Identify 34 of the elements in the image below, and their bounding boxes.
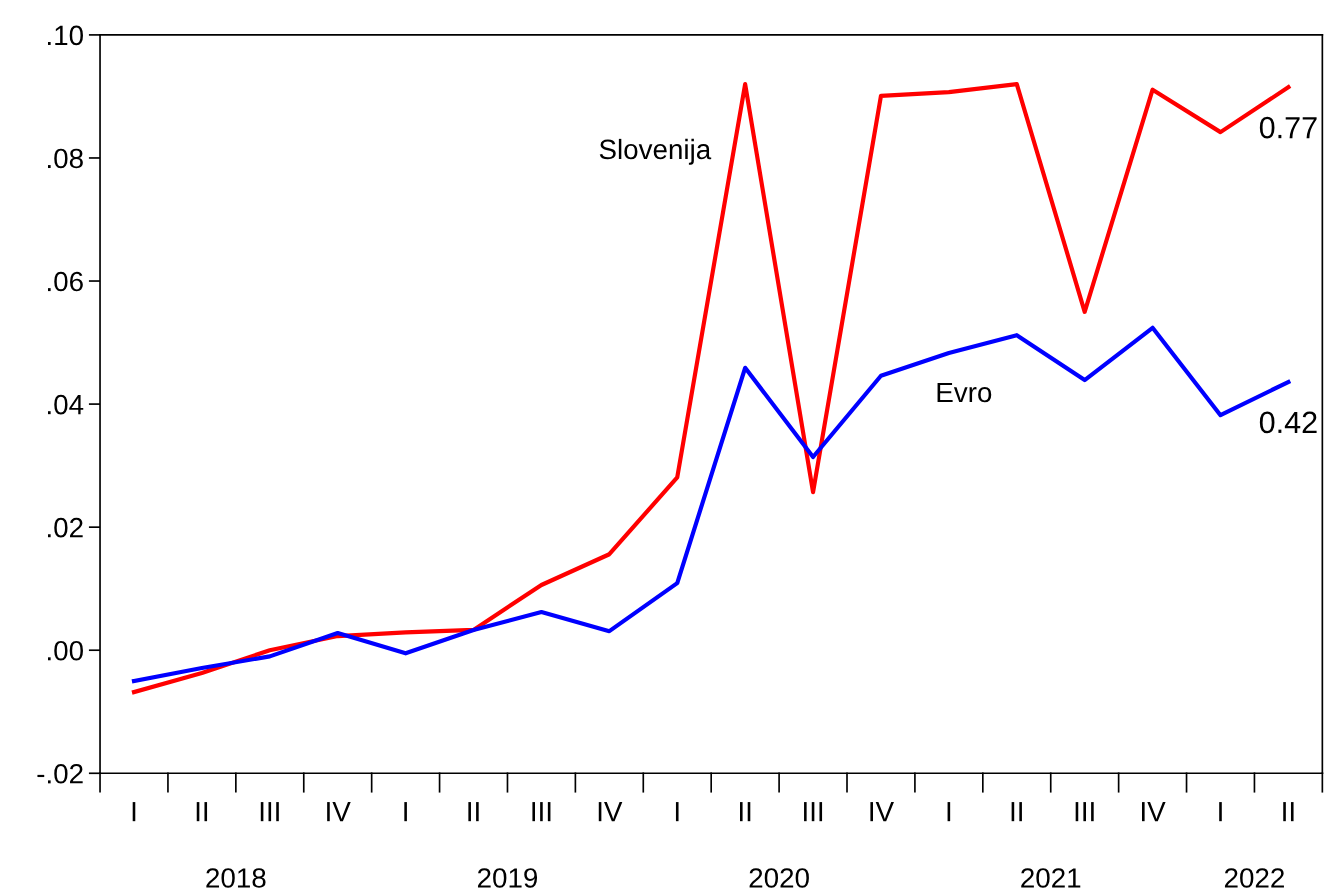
- x-tick-label: I: [404, 802, 407, 822]
- series-label: Evro: [937, 382, 992, 403]
- x-tick-label: II: [739, 802, 751, 822]
- y-tick-label: .02: [47, 517, 83, 538]
- x-tick-label: II: [1011, 802, 1022, 822]
- annotation: 0.42: [1259, 411, 1317, 434]
- x-tick-label: III: [1075, 802, 1094, 822]
- x-tick-label: IV: [1142, 802, 1166, 822]
- text: 2019: [477, 868, 538, 888]
- x-tick-label: III: [804, 802, 823, 822]
- y-tick-label: .06: [47, 271, 83, 292]
- x-tick-label: IV: [598, 802, 623, 822]
- series-label: Slovenija: [599, 138, 712, 165]
- x-tick-label: I: [1219, 802, 1222, 822]
- x-tick-label: IV: [870, 802, 894, 822]
- y-tick-label: .10: [47, 25, 83, 46]
- x-tick-label: II: [468, 802, 479, 822]
- x-tick-label: I: [947, 802, 951, 822]
- x-tick-label: I: [675, 802, 679, 822]
- y-tick-label: .08: [47, 148, 83, 169]
- text: 2021: [1021, 868, 1081, 888]
- text: 2022: [1224, 868, 1284, 888]
- x-tick-label: IV: [327, 802, 351, 822]
- y-tick-label: .04: [47, 394, 84, 415]
- annotation: 0.77: [1259, 116, 1317, 139]
- text: 2020: [749, 868, 809, 888]
- x-tick-label: II: [1283, 802, 1294, 822]
- x-tick-label: III: [260, 802, 279, 822]
- y-tick-label: .00: [47, 640, 83, 661]
- x-tick-label: I: [132, 802, 136, 822]
- x-tick-label: III: [532, 802, 551, 822]
- x-tick-label: II: [196, 802, 208, 822]
- text: 2018: [206, 868, 266, 888]
- y-tick-label: -.02: [37, 763, 83, 784]
